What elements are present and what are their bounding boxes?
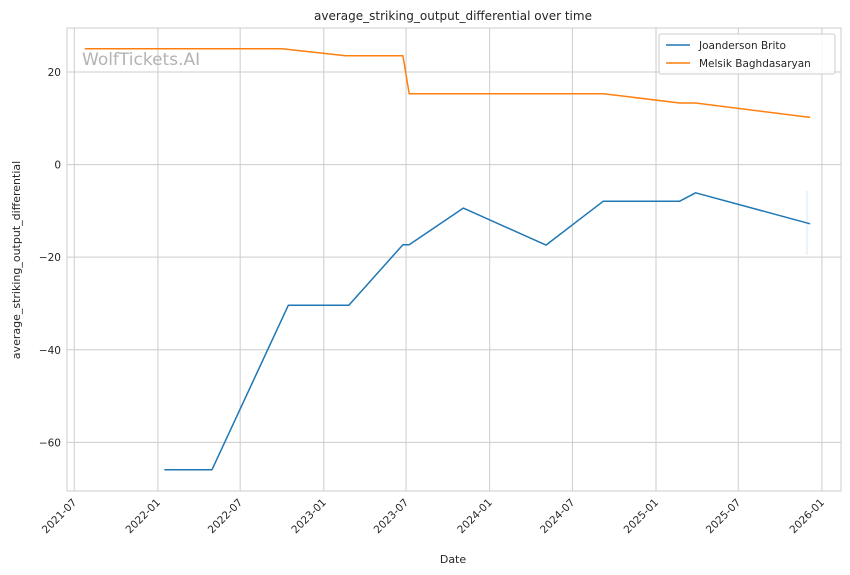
series-line-melsik-baghdasaryan — [84, 48, 811, 119]
x-gridlines — [73, 28, 823, 491]
x-tick-labels: 2021-07 2022-01 2022-07 2023-01 2023-07 2024-… — [40, 497, 827, 537]
chart-title: average_striking_output_differential ove… — [314, 9, 592, 23]
y-tick-label: −40 — [39, 345, 61, 357]
x-tick-label: 2025-07 — [704, 497, 744, 537]
y-tick-label: −60 — [39, 437, 61, 449]
x-tick-label: 2023-01 — [289, 497, 329, 537]
x-tick-label: 2025-01 — [622, 497, 662, 537]
y-tick-label: −20 — [39, 252, 61, 264]
y-axis-label: average_striking_output_differential — [10, 161, 23, 359]
x-tick-label: 2024-01 — [455, 497, 495, 537]
series-line-joanderson-brito — [164, 192, 811, 471]
plot-frame — [66, 27, 842, 492]
legend-box — [658, 33, 836, 75]
y-gridlines — [67, 71, 841, 443]
y-tick-label: 20 — [48, 67, 61, 79]
x-tick-label: 2023-07 — [372, 497, 412, 537]
x-tick-label: 2026-01 — [788, 497, 828, 537]
x-tick-label: 2022-01 — [124, 497, 164, 537]
y-tick-labels: 20 0 −20 −40 −60 — [39, 67, 61, 449]
legend-label-melsik-baghdasaryan: Melsik Baghdasaryan — [699, 58, 811, 70]
legend-label-joanderson-brito: Joanderson Brito — [698, 40, 786, 52]
series-group — [84, 48, 811, 471]
x-tick-label: 2022-07 — [206, 497, 246, 537]
x-tick-label: 2024-07 — [538, 497, 578, 537]
x-axis-label: Date — [440, 553, 467, 566]
legend: Joanderson Brito Melsik Baghdasaryan — [658, 33, 836, 75]
y-tick-label: 0 — [54, 160, 61, 172]
x-tick-label: 2021-07 — [40, 497, 80, 537]
watermark-text: WolfTickets.AI — [82, 50, 200, 70]
